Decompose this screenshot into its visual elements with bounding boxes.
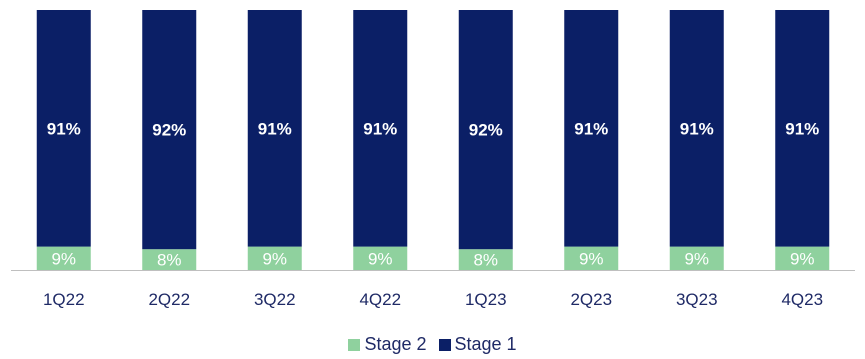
x-tick-4q23: 4Q23 <box>781 290 823 309</box>
bar-stage-1-4q23 <box>775 10 830 247</box>
data-label-stage-1-2q23: 91% <box>574 119 608 138</box>
data-label-stage-2-1q22: 9% <box>51 249 76 268</box>
x-tick-2q22: 2Q22 <box>148 290 190 309</box>
data-label-stage-1-4q22: 91% <box>363 119 397 138</box>
x-tick-2q23: 2Q23 <box>570 290 612 309</box>
legend-swatch-stage-1 <box>438 338 451 351</box>
x-tick-1q22: 1Q22 <box>43 290 85 309</box>
legend-item-stage-2: Stage 2 <box>348 334 427 355</box>
bar-stage-1-1q22 <box>36 10 91 247</box>
legend-label-stage-2: Stage 2 <box>364 334 427 354</box>
bar-stage-1-2q23 <box>564 10 619 247</box>
x-tick-3q23: 3Q23 <box>676 290 718 309</box>
x-tick-1q23: 1Q23 <box>465 290 507 309</box>
legend: Stage 2 Stage 1 <box>0 334 865 355</box>
data-label-stage-2-3q22: 9% <box>262 249 287 268</box>
bar-stage-1-3q22 <box>247 10 302 247</box>
bar-stage-2-4q23 <box>775 246 830 270</box>
legend-label-stage-1: Stage 1 <box>454 334 517 354</box>
x-tick-3q22: 3Q22 <box>254 290 296 309</box>
bar-stage-2-3q23 <box>669 246 724 270</box>
data-label-stage-1-3q22: 91% <box>258 119 292 138</box>
bar-stage-2-4q22 <box>353 246 408 270</box>
data-label-stage-1-4q23: 91% <box>785 119 819 138</box>
legend-item-stage-1: Stage 1 <box>438 334 517 355</box>
data-label-stage-2-3q23: 9% <box>684 249 709 268</box>
data-label-stage-1-2q22: 92% <box>152 121 186 140</box>
data-label-stage-1-1q22: 91% <box>47 119 81 138</box>
legend-swatch-stage-2 <box>348 338 361 351</box>
x-tick-4q22: 4Q22 <box>359 290 401 309</box>
data-label-stage-2-4q23: 9% <box>790 249 815 268</box>
data-label-stage-1-3q23: 91% <box>680 119 714 138</box>
bar-stage-2-1q23 <box>458 249 513 270</box>
bar-stage-1-1q23 <box>458 10 513 250</box>
data-label-stage-1-1q23: 92% <box>469 121 503 140</box>
data-label-stage-2-2q22: 8% <box>157 251 182 270</box>
bar-stage-2-2q22 <box>142 249 197 270</box>
data-label-stage-2-2q23: 9% <box>579 249 604 268</box>
bars-group: 9% 91% 8% 92% 9% 91% 9% 91% 8% 92% 9% 91% 9% 91% 9% 91% <box>36 10 830 270</box>
bar-stage-1-3q23 <box>669 10 724 247</box>
bar-stage-1-4q22 <box>353 10 408 247</box>
bar-stage-2-3q22 <box>247 246 302 270</box>
x-tick-labels: 1Q22 2Q22 3Q22 4Q22 1Q23 2Q23 3Q23 4Q23 <box>43 290 823 309</box>
bar-stage-2-1q22 <box>36 246 91 270</box>
bar-stage-2-2q23 <box>564 246 619 270</box>
bar-stage-1-2q22 <box>142 10 197 250</box>
data-label-stage-2-4q22: 9% <box>368 249 393 268</box>
data-label-stage-2-1q23: 8% <box>473 251 498 270</box>
